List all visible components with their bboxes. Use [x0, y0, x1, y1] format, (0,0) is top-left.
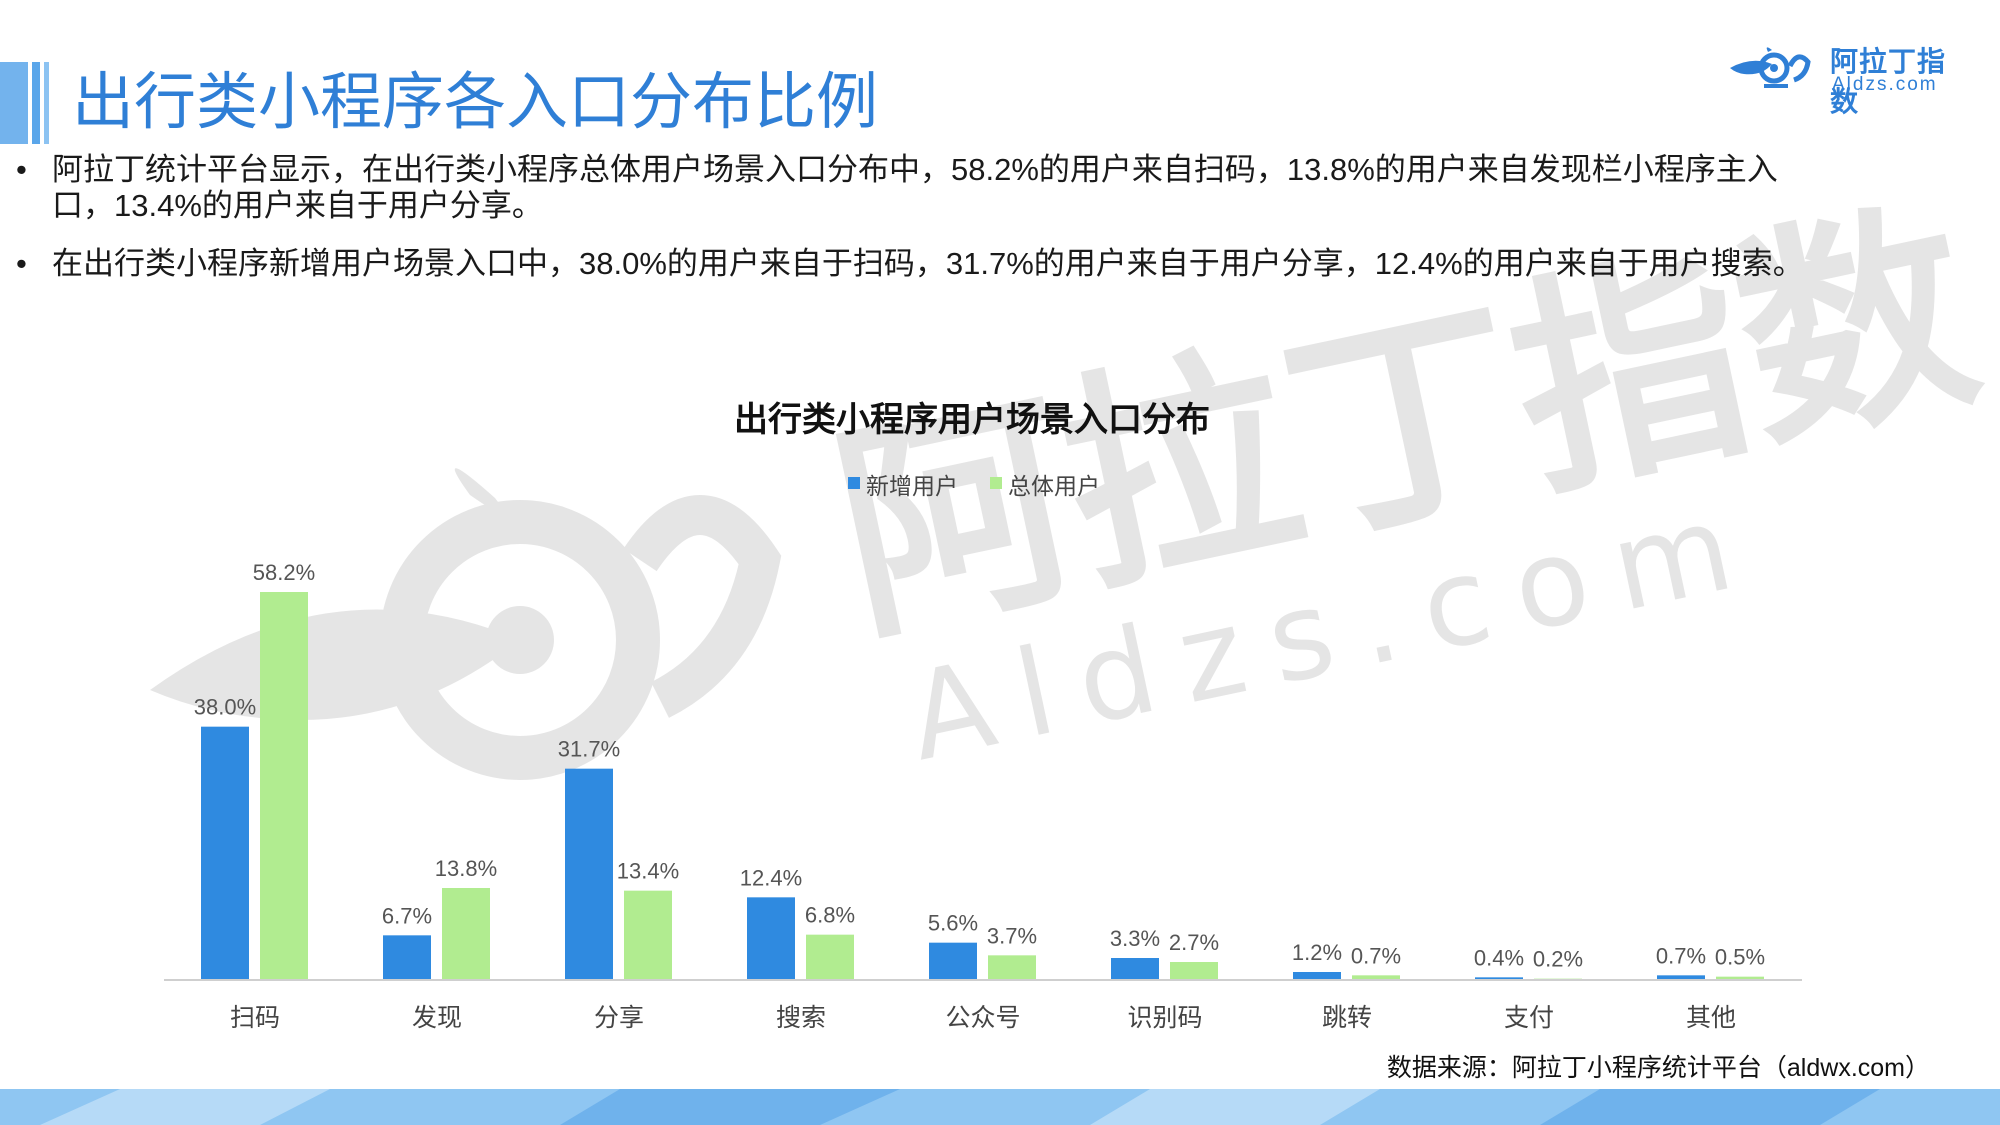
chart-title: 出行类小程序用户场景入口分布: [734, 401, 1210, 439]
bar-new: [1657, 975, 1705, 980]
bar-total: [442, 888, 490, 980]
data-label: 1.2%: [1292, 940, 1342, 965]
title-accent-bars: [0, 62, 56, 144]
data-label: 13.8%: [435, 856, 497, 881]
bar-new: [565, 768, 613, 980]
page-title: 出行类小程序各入口分布比例: [72, 68, 879, 137]
chart-legend: 新增用户 总体用户: [848, 473, 1100, 499]
bar-total: [806, 934, 854, 980]
bullet-marker: •: [16, 152, 27, 187]
bar-new: [383, 935, 431, 980]
bullet-item: • 在出行类小程序新增用户场景入口中，38.0%的用户来自于扫码，31.7%的用…: [16, 246, 1806, 282]
data-source-note: 数据来源：阿拉丁小程序统计平台（aldwx.com）: [1386, 1054, 1930, 1082]
data-label: 0.5%: [1715, 945, 1765, 970]
lamp-logo-icon: [1730, 47, 1811, 88]
bar-total: [1170, 962, 1218, 980]
footer-band: [0, 1089, 2000, 1125]
x-tick-label: 识别码: [1127, 1004, 1202, 1032]
x-tick-label: 其他: [1686, 1004, 1736, 1032]
x-axis-ticks: 扫码 发现 分享 搜索 公众号 识别码 跳转 支付 其他: [230, 1004, 1736, 1032]
x-tick-label: 分享: [594, 1004, 644, 1032]
data-label: 0.4%: [1474, 945, 1524, 970]
x-tick-label: 搜索: [776, 1004, 826, 1032]
bar-new: [929, 942, 977, 980]
bar-total: [988, 955, 1036, 980]
bullet-item: • 阿拉丁统计平台显示，在出行类小程序总体用户场景入口分布中，58.2%的用户来…: [16, 152, 1806, 224]
x-tick-label: 公众号: [945, 1004, 1020, 1032]
data-label: 58.2%: [253, 560, 315, 585]
bar-total: [1352, 975, 1400, 980]
logo-name: 阿拉丁指数: [1830, 46, 1947, 117]
legend-swatch: [848, 477, 860, 489]
data-label: 0.7%: [1351, 943, 1401, 968]
bar-total: [260, 592, 308, 980]
bar-new: [1111, 958, 1159, 980]
x-tick-label: 扫码: [230, 1004, 280, 1032]
x-tick-label: 支付: [1504, 1004, 1554, 1032]
brand-logo: 阿拉丁指数 Aldzs.com: [1728, 38, 1964, 117]
data-label: 0.7%: [1656, 943, 1706, 968]
data-label: 0.2%: [1533, 947, 1583, 972]
data-label: 6.8%: [805, 903, 855, 928]
bar-total: [1716, 976, 1764, 980]
data-label: 12.4%: [740, 865, 802, 890]
bullet-text: 在出行类小程序新增用户场景入口中，38.0%的用户来自于扫码，31.7%的用户来…: [52, 246, 1804, 281]
data-label: 13.4%: [617, 859, 679, 884]
data-label: 3.7%: [987, 923, 1037, 948]
data-label: 6.7%: [382, 903, 432, 928]
bar-new: [747, 897, 795, 980]
bullet-text: 阿拉丁统计平台显示，在出行类小程序总体用户场景入口分布中，58.2%的用户来自扫…: [52, 152, 1778, 223]
chart-bars: 38.0% 58.2% 6.7%13.8% 31.7% 13.4% 12.4%6.8% 5.…: [194, 560, 1765, 980]
logo-url: Aldzs.com: [1832, 74, 1938, 95]
bar-new: [201, 726, 249, 980]
bullet-marker: •: [16, 246, 27, 281]
legend-label: 总体用户: [1008, 473, 1100, 499]
data-label: 5.6%: [928, 911, 978, 936]
data-label: 31.7%: [558, 737, 620, 762]
legend-label: 新增用户: [866, 473, 958, 499]
bar-new: [1475, 977, 1523, 980]
x-tick-label: 发现: [412, 1004, 462, 1032]
data-label: 2.7%: [1169, 930, 1219, 955]
data-label: 3.3%: [1110, 926, 1160, 951]
data-label: 38.0%: [194, 695, 256, 720]
bar-new: [1293, 972, 1341, 980]
legend-swatch: [990, 477, 1002, 489]
summary-bullets: • 阿拉丁统计平台显示，在出行类小程序总体用户场景入口分布中，58.2%的用户来…: [16, 152, 1806, 304]
x-tick-label: 跳转: [1322, 1004, 1372, 1032]
bar-total: [624, 890, 672, 980]
